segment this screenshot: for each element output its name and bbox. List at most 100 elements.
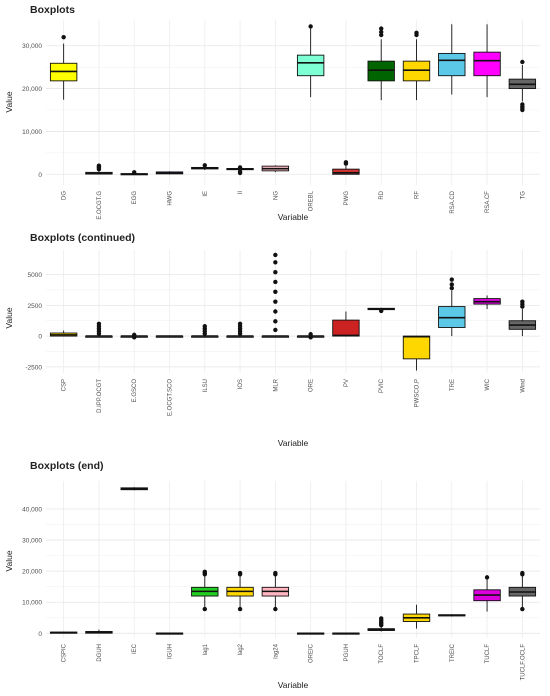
outlier-point bbox=[379, 26, 384, 31]
box-rect bbox=[438, 52, 466, 77]
box-9 bbox=[367, 26, 395, 101]
outlier-point bbox=[379, 308, 384, 314]
outlier-point bbox=[308, 332, 313, 337]
box-13 bbox=[508, 570, 537, 612]
outlier-point bbox=[237, 165, 243, 170]
y-tick-label: 20,000 bbox=[22, 569, 42, 576]
box-10 bbox=[402, 604, 431, 629]
y-tick-label: -2500 bbox=[25, 364, 42, 371]
x-tick-label: ORE bbox=[309, 379, 315, 392]
outlier-point bbox=[273, 309, 278, 314]
chart-svg: 0 10,000 20,000 30,000 DG E.OCGT.G EGG HWG IE II N… bbox=[4, 20, 540, 222]
box-5 bbox=[226, 570, 254, 612]
box-2 bbox=[120, 170, 148, 176]
x-tick-label: TG bbox=[520, 191, 526, 200]
x-tick-label: D.IPP.OCGT bbox=[97, 379, 103, 413]
box-12 bbox=[473, 575, 501, 612]
y-tick-label: 30,000 bbox=[22, 43, 42, 50]
box-3 bbox=[155, 171, 184, 175]
outlier-point bbox=[132, 170, 137, 175]
y-tick-label: 0 bbox=[38, 334, 42, 341]
box-8 bbox=[332, 160, 360, 175]
outlier-point bbox=[308, 24, 313, 29]
x-tick-label: CSPIC bbox=[62, 643, 68, 662]
outlier-point bbox=[202, 606, 207, 612]
box-3 bbox=[155, 632, 184, 635]
outlier-point bbox=[520, 102, 525, 107]
x-axis-label: Variable bbox=[278, 212, 309, 222]
outlier-point bbox=[273, 570, 278, 576]
y-tick-label: 40,000 bbox=[22, 506, 42, 513]
box-rect bbox=[296, 54, 325, 77]
y-tick-label: 5000 bbox=[28, 272, 43, 279]
box-10 bbox=[402, 335, 431, 371]
y-tick-label: 20,000 bbox=[22, 86, 42, 93]
x-tick-label: PGUH bbox=[344, 644, 350, 661]
outlier-point bbox=[449, 285, 454, 291]
outlier-point bbox=[273, 269, 278, 275]
x-tick-label: ILSU bbox=[203, 379, 209, 392]
outlier-point bbox=[379, 616, 384, 621]
x-tick-label: TUCLF.OCLF bbox=[520, 644, 526, 681]
box-12 bbox=[473, 295, 501, 310]
x-tick-label: Wind bbox=[520, 379, 526, 393]
box-9 bbox=[367, 307, 395, 314]
outlier-point bbox=[308, 335, 313, 340]
box-10 bbox=[402, 30, 431, 101]
box-13 bbox=[508, 299, 537, 337]
y-axis-label: Value bbox=[4, 307, 14, 328]
x-tick-label: EGG bbox=[132, 191, 138, 205]
x-tick-label: PWG bbox=[344, 191, 350, 206]
x-tick-label: TRE bbox=[450, 379, 456, 391]
x-tick-label: E.OCGT.G bbox=[97, 191, 103, 220]
y-tick-label: 10,000 bbox=[22, 600, 42, 607]
x-tick-label: TREIC bbox=[450, 643, 456, 662]
x-tick-label: MLR bbox=[273, 378, 279, 391]
y-axis-label: Value bbox=[4, 91, 14, 112]
chart-svg: -2500 0 2500 5000 CSP D.IPP.OCGT E.GSCO E.OCGT.… bbox=[4, 250, 540, 448]
outlier-point bbox=[273, 289, 278, 295]
grid bbox=[46, 20, 540, 185]
box-rect bbox=[402, 60, 431, 82]
x-tick-label: TUCLF bbox=[485, 644, 491, 664]
outlier-point bbox=[96, 163, 102, 168]
x-tick-label: HWG bbox=[168, 191, 174, 206]
outlier-point bbox=[449, 282, 454, 287]
x-tick-label: WIC bbox=[485, 378, 491, 390]
box-2 bbox=[120, 487, 148, 491]
x-tick-label: RD bbox=[379, 190, 385, 199]
x-tick-label: PVIC bbox=[379, 378, 385, 393]
box-4 bbox=[191, 569, 219, 612]
x-tick-label: PV bbox=[344, 379, 350, 387]
x-tick-label: PWSCO.P bbox=[415, 379, 421, 407]
outlier-point bbox=[414, 30, 419, 36]
chart-title: Boxplots (end) bbox=[30, 460, 104, 472]
box-4 bbox=[191, 163, 219, 170]
box-5 bbox=[226, 165, 254, 176]
box-6 bbox=[261, 165, 290, 173]
box-6 bbox=[261, 570, 290, 612]
x-tick-label: DG bbox=[62, 191, 68, 200]
y-tick-label: 0 bbox=[38, 172, 42, 179]
box-rect bbox=[367, 60, 395, 82]
chart-title: Boxplots bbox=[30, 4, 75, 16]
outlier-point bbox=[202, 163, 207, 168]
box-0 bbox=[49, 330, 78, 337]
box-12 bbox=[473, 24, 501, 98]
x-tick-label: IOS bbox=[238, 379, 244, 389]
box-rect bbox=[473, 51, 501, 77]
x-tick-label: TOCLF bbox=[379, 644, 385, 664]
box-rect bbox=[402, 335, 431, 360]
box-5 bbox=[226, 321, 254, 338]
box-8 bbox=[332, 311, 360, 337]
outlier-point bbox=[273, 279, 278, 285]
box-1 bbox=[85, 163, 113, 175]
outlier-point bbox=[273, 260, 278, 265]
box-1 bbox=[85, 321, 113, 338]
outlier-point bbox=[520, 570, 525, 576]
box-0 bbox=[49, 631, 78, 634]
x-axis-label: Variable bbox=[278, 680, 309, 690]
outlier-point bbox=[520, 606, 525, 612]
box-rect bbox=[332, 319, 360, 337]
